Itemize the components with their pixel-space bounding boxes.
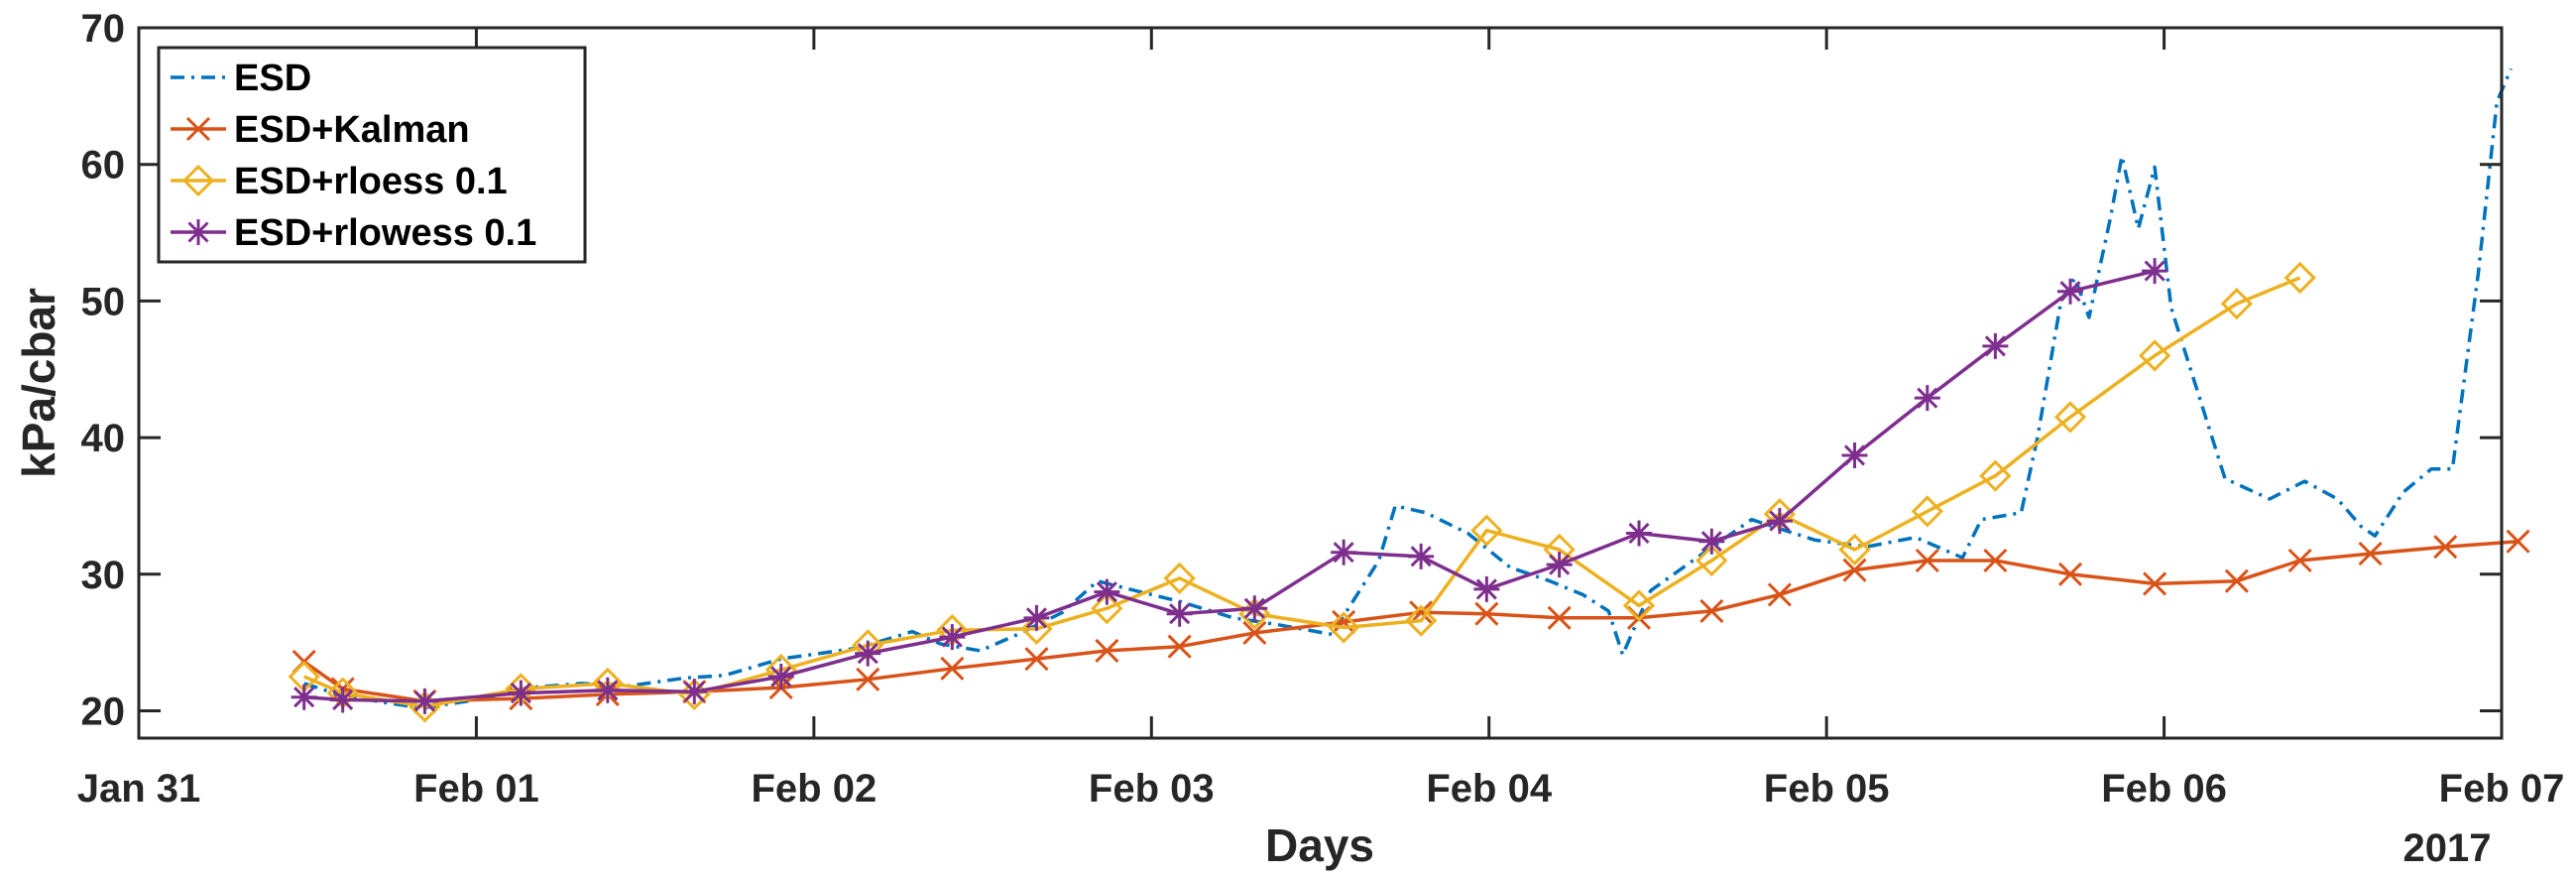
x-axis: Jan 31 Feb 01 Feb 02 Feb 03 Feb 04 Feb 05 Feb … xyxy=(77,28,2565,811)
data-point xyxy=(594,677,621,703)
x-axis-year-label: 2017 xyxy=(2403,826,2492,870)
data-point xyxy=(1167,634,1192,659)
data-point xyxy=(1983,548,2008,573)
y-axis-title: kPa/cbar xyxy=(13,288,64,478)
data-point xyxy=(1696,544,1728,577)
data-point xyxy=(2283,261,2316,295)
data-point xyxy=(940,656,965,681)
x-tick-label: Feb 07 xyxy=(2439,767,2565,811)
x-tick-label: Feb 02 xyxy=(751,767,877,811)
data-point xyxy=(508,680,534,706)
legend-item-2: ESD+Kalman xyxy=(171,109,470,151)
x-tick-label: Feb 06 xyxy=(2101,767,2227,811)
y-tick-label: 40 xyxy=(81,417,126,460)
data-point xyxy=(2053,401,2087,434)
data-point xyxy=(1838,533,1871,566)
legend-item-4: ESD+rlowess 0.1 xyxy=(171,212,536,254)
data-point xyxy=(329,687,356,713)
data-point xyxy=(855,640,881,667)
data-point xyxy=(1241,595,1268,622)
x-tick-label: Feb 01 xyxy=(413,767,539,811)
legend-item-1: ESD xyxy=(171,58,311,99)
data-point xyxy=(1979,459,2012,492)
x-tick-label: Feb 04 xyxy=(1426,767,1552,811)
series-line xyxy=(303,276,2301,709)
data-point xyxy=(2220,288,2253,320)
data-point xyxy=(1915,548,1939,573)
y-tick-label: 50 xyxy=(81,280,126,323)
data-point xyxy=(1470,514,1503,547)
x-tick-label: Jan 31 xyxy=(77,767,201,811)
legend-marker xyxy=(181,164,215,197)
data-point xyxy=(2138,339,2171,372)
data-point xyxy=(1911,495,1943,528)
data-point xyxy=(1091,592,1123,625)
data-point xyxy=(681,679,708,705)
data-point xyxy=(856,667,880,691)
data-point xyxy=(291,684,317,710)
y-tick-label: 60 xyxy=(81,144,126,188)
data-point xyxy=(2143,571,2167,596)
data-point xyxy=(1095,638,1119,663)
x-tick-label: Feb 03 xyxy=(1089,767,1215,811)
data-point xyxy=(1405,604,1438,637)
legend: ESD ESD+Kalman ESD+rloess 0.1 ESD+rlowess 0… xyxy=(157,46,587,264)
data-point xyxy=(1842,558,1867,582)
y-tick-label: 20 xyxy=(81,690,126,733)
data-point xyxy=(1622,589,1656,622)
data-point xyxy=(1766,508,1793,535)
data-point xyxy=(1767,582,1792,607)
legend-marker xyxy=(185,116,211,142)
data-point xyxy=(2433,535,2458,560)
legend-box xyxy=(157,46,587,264)
data-point xyxy=(1914,385,1940,412)
data-point xyxy=(1331,539,1357,565)
data-point xyxy=(1474,601,1499,626)
legend-item-3: ESD+rloess 0.1 xyxy=(171,161,508,202)
data-point xyxy=(939,624,966,651)
data-point xyxy=(2358,542,2383,566)
y-tick-label: 30 xyxy=(81,554,126,597)
data-point xyxy=(1982,332,2009,359)
data-point xyxy=(2224,568,2249,593)
data-point xyxy=(411,688,438,714)
plot-frame xyxy=(137,26,2504,740)
data-point xyxy=(1242,620,1267,646)
data-point xyxy=(1332,609,1356,635)
legend-label: ESD+rloess 0.1 xyxy=(234,161,508,202)
data-point xyxy=(1626,520,1653,547)
legend-label: ESD xyxy=(234,58,311,99)
data-point xyxy=(2057,562,2083,586)
data-point xyxy=(1699,598,1724,624)
y-axis: 20 30 40 50 60 70 xyxy=(81,7,2502,733)
data-point xyxy=(767,664,794,690)
data-point xyxy=(1094,578,1120,605)
data-point xyxy=(1547,605,1572,630)
data-point xyxy=(1473,575,1500,602)
data-point xyxy=(1020,612,1053,645)
data-point xyxy=(2142,258,2168,285)
x-tick-label: Feb 05 xyxy=(1764,767,1890,811)
data-point xyxy=(1023,604,1050,631)
data-point xyxy=(2287,548,2312,573)
legend-marker xyxy=(185,219,211,245)
data-point xyxy=(1163,562,1196,595)
data-point xyxy=(1328,611,1360,644)
data-point xyxy=(2506,529,2530,554)
series-layer xyxy=(288,67,2530,723)
y-tick-label: 70 xyxy=(81,7,126,51)
data-point xyxy=(1166,600,1193,627)
legend-label: ESD+rlowess 0.1 xyxy=(234,212,536,254)
data-point xyxy=(1841,441,1868,468)
data-point xyxy=(1408,543,1435,569)
series-4 xyxy=(291,258,2168,714)
data-point xyxy=(1698,528,1725,555)
data-point xyxy=(1546,552,1573,578)
legend-label: ESD+Kalman xyxy=(234,109,470,151)
data-point xyxy=(1024,647,1049,672)
x-axis-title: Days xyxy=(1265,819,1374,871)
data-point xyxy=(2057,278,2084,305)
